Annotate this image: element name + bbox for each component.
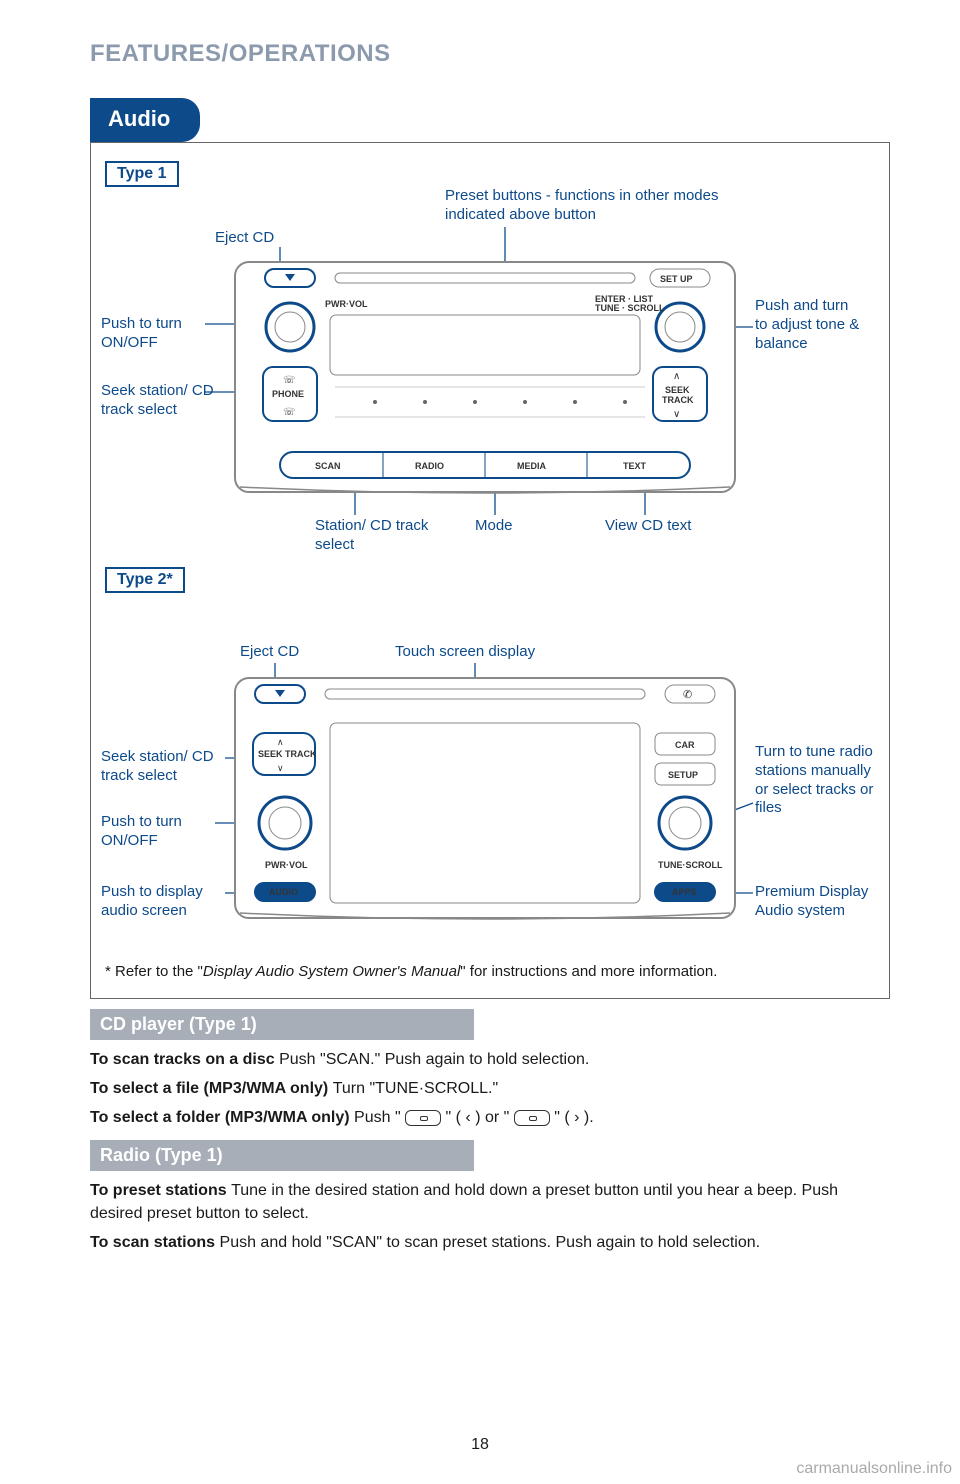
preset-icon <box>514 1110 550 1126</box>
svg-text:✆: ✆ <box>683 689 692 701</box>
svg-text:PWR·VOL: PWR·VOL <box>325 299 368 309</box>
svg-text:TRACK: TRACK <box>662 395 694 405</box>
cd-line2: To select a file (MP3/WMA only) Turn "TU… <box>90 1077 890 1100</box>
cd-line1: To scan tracks on a disc Push "SCAN." Pu… <box>90 1048 890 1071</box>
radio-line1: To preset stations Tune in the desired s… <box>90 1179 890 1225</box>
audio-tab: Audio <box>90 98 200 142</box>
svg-text:SEEK: SEEK <box>665 385 690 395</box>
svg-text:AUDIO: AUDIO <box>269 887 298 897</box>
svg-text:☏: ☏ <box>283 407 296 418</box>
svg-text:MEDIA: MEDIA <box>517 461 547 471</box>
svg-text:RADIO: RADIO <box>415 461 444 471</box>
type1-diagram: Preset buttons - functions in other mode… <box>105 187 875 567</box>
type2-diagram: Eject CD Touch screen display Seek stati… <box>105 593 875 953</box>
watermark: carmanualsonline.info <box>796 1460 952 1478</box>
svg-text:SEEK TRACK: SEEK TRACK <box>258 749 317 759</box>
section-header: FEATURES/OPERATIONS <box>90 40 890 68</box>
cdplayer-bar: CD player (Type 1) <box>90 1009 474 1040</box>
audio-box: Type 1 Preset buttons - functions in oth… <box>90 142 890 999</box>
svg-text:PHONE: PHONE <box>272 389 304 399</box>
svg-text:APPS: APPS <box>672 887 697 897</box>
svg-text:PWR·VOL: PWR·VOL <box>265 860 308 870</box>
type2-label: Type 2* <box>105 567 185 593</box>
svg-text:☏: ☏ <box>283 375 296 386</box>
radio-bar: Radio (Type 1) <box>90 1140 474 1171</box>
type1-label: Type 1 <box>105 161 179 187</box>
svg-text:TUNE · SCROLL: TUNE · SCROLL <box>595 303 665 313</box>
preset-icon <box>405 1110 441 1126</box>
svg-text:∨: ∨ <box>673 409 680 420</box>
svg-text:CAR: CAR <box>675 740 695 750</box>
svg-text:∧: ∧ <box>277 737 284 747</box>
svg-text:∧: ∧ <box>673 371 680 382</box>
svg-text:SET UP: SET UP <box>660 274 693 284</box>
svg-text:TUNE·SCROLL: TUNE·SCROLL <box>658 860 723 870</box>
svg-text:∨: ∨ <box>277 763 284 773</box>
radio-line2: To scan stations Push and hold "SCAN" to… <box>90 1231 890 1254</box>
footnote: * Refer to the "Display Audio System Own… <box>105 963 875 980</box>
page-number: 18 <box>0 1436 960 1454</box>
svg-text:SCAN: SCAN <box>315 461 341 471</box>
svg-text:SETUP: SETUP <box>668 770 698 780</box>
cd-line3: To select a folder (MP3/WMA only) Push "… <box>90 1106 890 1129</box>
svg-text:TEXT: TEXT <box>623 461 647 471</box>
